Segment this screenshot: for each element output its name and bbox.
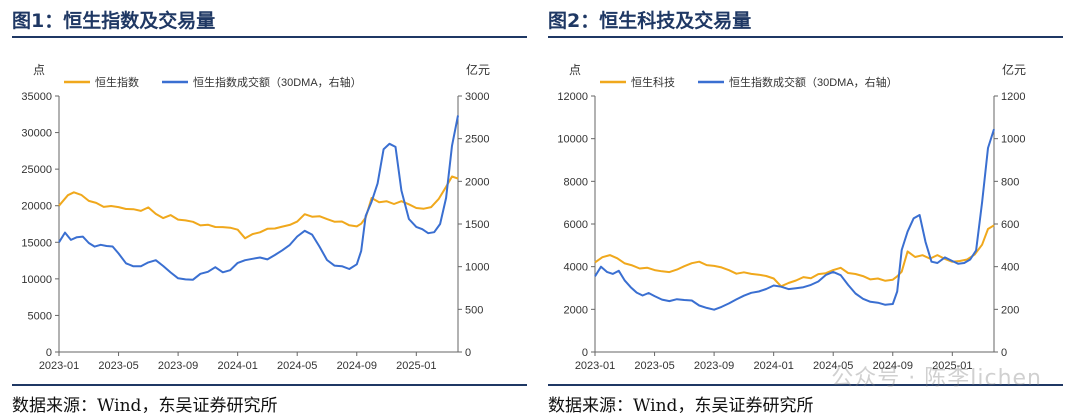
y-right-tick-label: 500	[465, 304, 483, 316]
x-tick-label: 2024-01	[217, 360, 257, 372]
x-tick-label: 2024-09	[873, 360, 913, 372]
x-tick-label: 2023-09	[694, 360, 734, 372]
y-right-tick-label: 1500	[465, 219, 489, 231]
x-tick-label: 2023-01	[575, 360, 615, 372]
y-left-tick-label: 20000	[21, 201, 52, 213]
y-left-tick-label: 8000	[564, 176, 588, 188]
y-right-tick-label: 1000	[465, 262, 489, 274]
y-left-tick-label: 0	[582, 347, 588, 359]
data-source: 数据来源：Wind，东吴证券研究所	[548, 396, 814, 416]
y-left-tick-label: 4000	[564, 262, 588, 274]
figure-title: 图2：恒生科技及交易量	[548, 10, 752, 32]
source-rule	[548, 384, 1063, 386]
series-line-volume	[58, 115, 459, 281]
y-right-tick-label: 800	[1001, 176, 1019, 188]
y-right-tick-label: 2500	[465, 134, 489, 146]
x-tick-label: 2023-05	[634, 360, 674, 372]
y-left-tick-label: 5000	[28, 310, 52, 322]
data-source: 数据来源：Wind，东吴证券研究所	[12, 396, 278, 416]
y-left-tick-label: 2000	[564, 304, 588, 316]
y-right-tick-label: 0	[1001, 347, 1007, 359]
watermark: 公众号 · 陈李lichen	[831, 366, 1042, 391]
y-left-tick-label: 10000	[557, 134, 588, 146]
chart-panel-1: 图1：恒生指数及交易量 点亿元 0 5000 10000 15000 20000 25000…	[12, 0, 527, 420]
y-right-tick-label: 0	[465, 347, 471, 359]
y-right-tick-label: 2000	[465, 176, 489, 188]
series-line-volume	[594, 128, 995, 311]
y-left-tick-label: 10000	[21, 274, 52, 286]
legend-label: 恒生指数成交额（30DMA，右轴）	[193, 75, 362, 89]
x-tick-label: 2024-05	[813, 360, 853, 372]
series-line-index	[594, 224, 995, 288]
y-left-tick-label: 25000	[21, 164, 52, 176]
y-right-unit-label: 亿元	[1002, 62, 1026, 77]
y-left-tick-label: 35000	[21, 91, 52, 103]
y-right-tick-label: 600	[1001, 219, 1019, 231]
legend-label: 恒生指数	[95, 75, 139, 89]
y-left-tick-label: 15000	[21, 237, 52, 249]
chart-hsi-volume: 点 亿元 0 5000 10000 15000 20000 25000 30000 35000 0 5…	[21, 62, 490, 372]
legend-label: 恒生科技	[631, 75, 675, 89]
x-tick-label: 2023-01	[39, 360, 79, 372]
x-tick-label: 2023-05	[98, 360, 138, 372]
x-tick-label: 2024-01	[753, 360, 793, 372]
y-left-unit-label: 点	[569, 63, 581, 77]
x-tick-label: 2025-01	[396, 360, 436, 372]
chart-hstech-volume: 点 亿元 0 2000 4000 6000 8000 10000 12000 0 200 400 600…	[557, 62, 1026, 372]
source-rule	[12, 384, 527, 386]
x-tick-label: 2024-09	[337, 360, 377, 372]
y-left-tick-label: 6000	[564, 219, 588, 231]
legend-label: 恒生指数成交额（30DMA，右轴）	[729, 75, 898, 89]
x-tick-label: 2023-09	[158, 360, 198, 372]
y-right-unit-label: 亿元	[466, 62, 490, 77]
y-left-tick-label: 30000	[21, 128, 52, 140]
series-line-index	[58, 175, 459, 240]
y-right-tick-label: 1200	[1001, 91, 1025, 103]
chart-panel-2: 图2：恒生科技及交易量 点亿元 0 2000 4000 6000 8000 10000 120…	[548, 0, 1063, 420]
y-right-tick-label: 3000	[465, 91, 489, 103]
y-right-tick-label: 1000	[1001, 134, 1025, 146]
figure-title: 图1：恒生指数及交易量	[12, 10, 216, 32]
y-left-tick-label: 12000	[557, 91, 588, 103]
x-tick-label: 2024-05	[277, 360, 317, 372]
title-rule	[12, 36, 527, 38]
title-rule	[548, 36, 1063, 38]
y-right-tick-label: 200	[1001, 304, 1019, 316]
y-left-tick-label: 0	[46, 347, 52, 359]
y-left-unit-label: 点	[33, 63, 45, 77]
x-tick-label: 2025-01	[932, 360, 972, 372]
y-right-tick-label: 400	[1001, 262, 1019, 274]
